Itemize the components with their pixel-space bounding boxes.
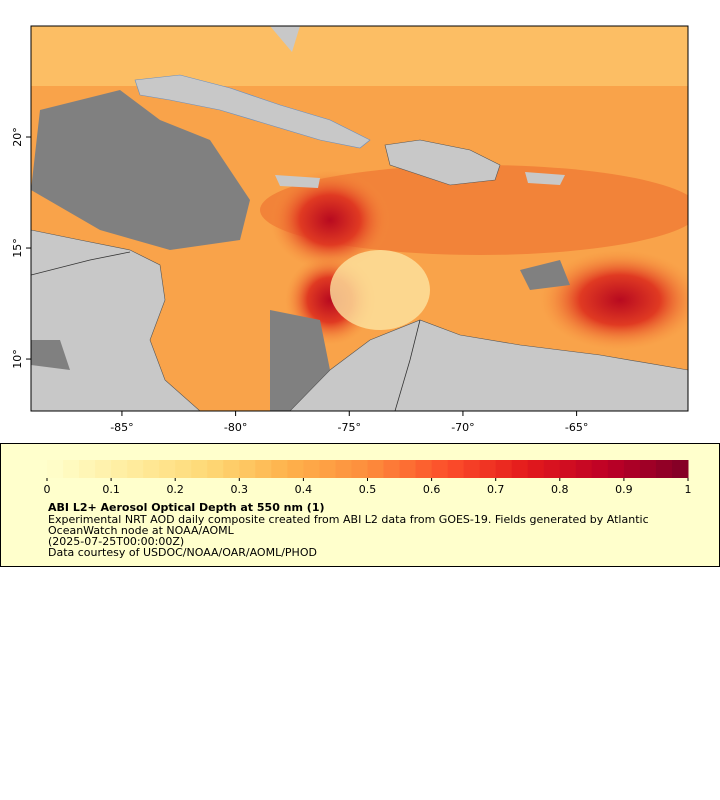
aod-field — [330, 250, 430, 330]
aod-field — [31, 26, 688, 86]
colorbar-segment — [271, 460, 288, 478]
colorbar-segment — [95, 460, 112, 478]
map-frame — [30, 25, 689, 412]
colorbar-tick-label: 0.9 — [615, 483, 633, 496]
colorbar-segment — [479, 460, 497, 478]
colorbar-segment — [191, 460, 208, 478]
colorbar-tick-label: 0.6 — [423, 483, 441, 496]
colorbar-segment — [287, 460, 304, 478]
colorbar-segment — [335, 460, 352, 478]
x-tick-label: -70° — [451, 421, 474, 434]
no-data — [520, 260, 570, 290]
colorbar-segment — [111, 460, 128, 478]
colorbar-tick-label: 0.3 — [231, 483, 249, 496]
colorbar-segment — [463, 460, 481, 478]
colorbar-segment — [591, 460, 609, 478]
colorbar-segment — [559, 460, 577, 478]
border — [394, 319, 421, 411]
colorbar-segment — [527, 460, 545, 478]
colorbar-segment — [143, 460, 160, 478]
aod-field — [270, 170, 390, 270]
legend-line: OceanWatch node at NOAA/AOML — [48, 524, 235, 537]
colorbar-segment — [447, 460, 465, 478]
colorbar-segment — [511, 460, 529, 478]
map — [31, 26, 688, 411]
cuba — [134, 74, 371, 149]
colorbar-tick-label: 0 — [44, 483, 51, 496]
colorbar-segment — [127, 460, 144, 478]
colorbar-tick-label: 1 — [685, 483, 692, 496]
colorbar-segment — [623, 460, 641, 478]
x-tick-label: -75° — [338, 421, 361, 434]
colorbar-segment — [383, 460, 401, 478]
florida — [270, 26, 300, 52]
colorbar-tick-label: 0.5 — [359, 483, 377, 496]
colorbar-tick-label: 0.7 — [487, 483, 505, 496]
colorbar-segment — [63, 460, 80, 478]
colorbar-segment — [415, 460, 433, 478]
jamaica — [275, 175, 320, 188]
puerto-rico — [525, 172, 565, 185]
colorbar-segment — [399, 460, 417, 478]
colorbar-segment — [607, 460, 625, 478]
colorbar-tick-label: 0.1 — [102, 483, 120, 496]
border — [31, 251, 131, 276]
colorbar-segment — [159, 460, 176, 478]
colorbar-tick-label: 0.8 — [551, 483, 569, 496]
colorbar-segment — [655, 460, 673, 478]
no-data — [31, 340, 70, 370]
colorbar-segment — [207, 460, 224, 478]
colorbar-segment — [351, 460, 368, 478]
colorbar-segment — [175, 460, 192, 478]
x-tick-label: -65° — [565, 421, 588, 434]
colorbar-segment — [79, 460, 96, 478]
y-tick-label: 20° — [11, 127, 24, 147]
central-america — [31, 229, 201, 411]
y-tick-label: 15° — [11, 238, 24, 257]
no-data — [31, 90, 250, 250]
y-tick-label: 10° — [11, 349, 24, 369]
colorbar-segment — [319, 460, 336, 478]
hispaniola — [384, 139, 501, 186]
legend-line: Experimental NRT AOD daily composite cre… — [48, 513, 649, 526]
south-america — [289, 319, 688, 411]
x-tick-label: -85° — [110, 421, 133, 434]
colorbar-segment — [223, 460, 240, 478]
colorbar-segment — [255, 460, 272, 478]
legend-title: ABI L2+ Aerosol Optical Depth at 550 nm … — [48, 501, 325, 514]
colorbar-tick-label: 0.2 — [166, 483, 184, 496]
colorbar-segment — [495, 460, 513, 478]
legend-line: (2025-07-25T00:00:00Z) — [48, 535, 184, 548]
colorbar-segment — [575, 460, 593, 478]
colorbar-segment — [639, 460, 657, 478]
x-tick-label: -80° — [224, 421, 247, 434]
colorbar-segment — [671, 460, 689, 478]
colorbar-segment — [431, 460, 449, 478]
colorbar-segment — [543, 460, 561, 478]
colorbar-segment — [367, 460, 385, 478]
colorbar-segment — [303, 460, 320, 478]
aod-field — [540, 250, 688, 350]
colorbar-segment — [47, 460, 64, 478]
colorbar-tick-label: 0.4 — [295, 483, 313, 496]
legend-line: Data courtesy of USDOC/NOAA/OAR/AOML/PHO… — [48, 546, 317, 559]
colorbar-segment — [239, 460, 256, 478]
